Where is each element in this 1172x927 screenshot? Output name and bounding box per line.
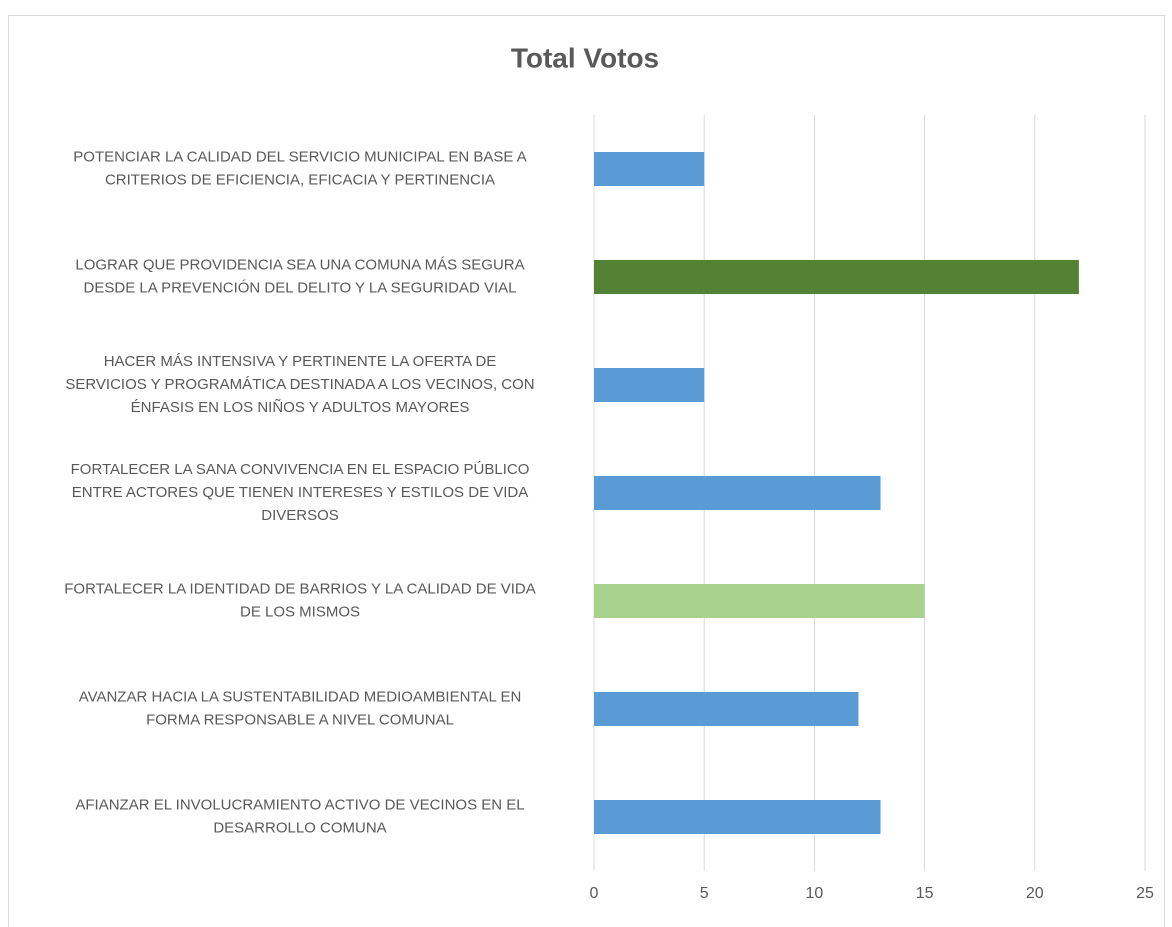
y-tick-label: ENTRE ACTORES QUE TIENEN INTERESES Y EST…	[72, 484, 529, 501]
x-tick-label: 25	[1136, 885, 1154, 902]
y-tick-label: CRITERIOS DE EFICIENCIA, EFICACIA Y PERT…	[105, 171, 495, 188]
bar	[594, 476, 881, 510]
y-tick-label: AFIANZAR EL INVOLUCRAMIENTO ACTIVO DE VE…	[75, 796, 524, 813]
y-tick-label: SERVICIOS Y PROGRAMÁTICA DESTINADA A LOS…	[65, 376, 534, 393]
y-tick-label: FORTALECER LA SANA CONVIVENCIA EN EL ESP…	[71, 461, 530, 478]
y-tick-label: HACER MÁS INTENSIVA Y PERTINENTE LA OFER…	[104, 353, 497, 370]
x-tick-label: 20	[1026, 885, 1044, 902]
bar	[594, 800, 881, 834]
x-tick-label: 15	[916, 885, 934, 902]
x-tick-label: 5	[700, 885, 709, 902]
y-tick-label: FORTALECER LA IDENTIDAD DE BARRIOS Y LA …	[64, 580, 536, 597]
chart-title: Total Votos	[511, 42, 659, 73]
y-tick-label: ÉNFASIS EN LOS NIÑOS Y ADULTOS MAYORES	[131, 399, 470, 416]
bar	[594, 692, 859, 726]
bar	[594, 584, 925, 618]
y-tick-label: DESARROLLO COMUNA	[213, 819, 386, 836]
y-tick-label: AVANZAR HACIA LA SUSTENTABILIDAD MEDIOAM…	[79, 688, 522, 705]
y-tick-label: LOGRAR QUE PROVIDENCIA SEA UNA COMUNA MÁ…	[75, 256, 524, 273]
bar	[594, 368, 705, 402]
y-tick-label: POTENCIAR LA CALIDAD DEL SERVICIO MUNICI…	[73, 148, 526, 165]
chart-frame	[8, 15, 1165, 927]
x-tick-label: 10	[806, 885, 824, 902]
y-tick-label: DIVERSOS	[261, 507, 339, 524]
y-tick-label: DESDE LA PREVENCIÓN DEL DELITO Y LA SEGU…	[84, 279, 517, 296]
bar	[594, 260, 1079, 294]
y-tick-label: FORMA RESPONSABLE A NIVEL COMUNAL	[146, 711, 454, 728]
bar	[594, 152, 705, 186]
y-tick-label: DE LOS MISMOS	[240, 603, 360, 620]
x-tick-label: 0	[590, 885, 599, 902]
